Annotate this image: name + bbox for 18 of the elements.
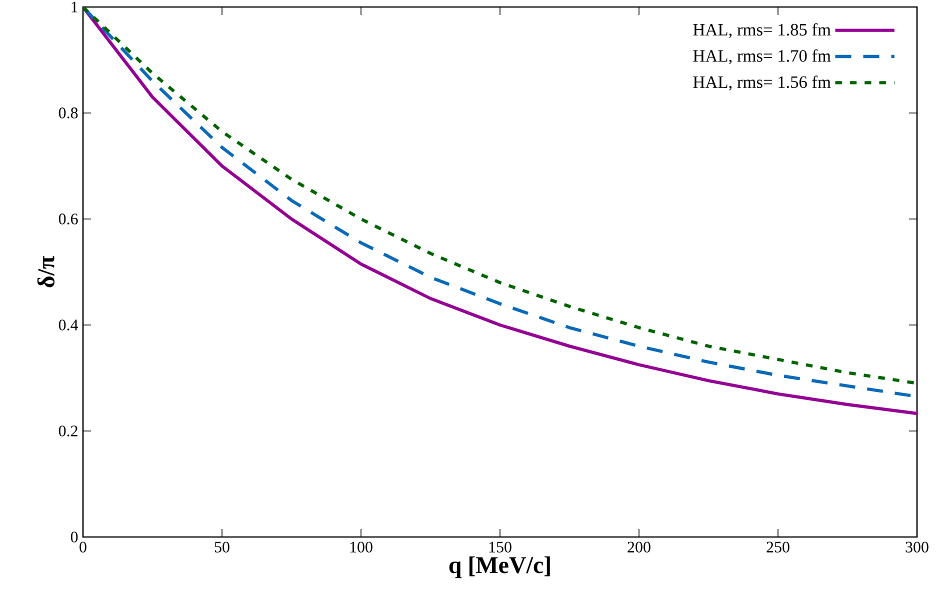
y-tick-label: 0.8 bbox=[58, 108, 78, 118]
y-tick-label: 0 bbox=[70, 532, 78, 542]
x-tick-label: 200 bbox=[628, 542, 650, 552]
x-tick-label: 100 bbox=[350, 542, 372, 552]
x-axis-title: q [MeV/c] bbox=[449, 556, 550, 578]
legend-label: HAL, rms= 1.85 fm bbox=[693, 23, 831, 38]
x-tick-label: 0 bbox=[80, 542, 86, 552]
y-axis-title: δ/π bbox=[37, 256, 54, 288]
x-tick-label: 250 bbox=[766, 542, 790, 552]
x-tick-label: 50 bbox=[214, 542, 230, 552]
y-tick-label: 0.4 bbox=[58, 320, 78, 330]
x-tick-label: 300 bbox=[906, 542, 928, 552]
legend-label: HAL, rms= 1.56 fm bbox=[693, 76, 831, 90]
y-tick-label: 0.2 bbox=[58, 426, 78, 436]
y-tick-label: 0.6 bbox=[58, 214, 78, 224]
y-tick-label: 1 bbox=[72, 2, 78, 12]
x-tick-label: 150 bbox=[489, 542, 512, 552]
legend-label: HAL, rms= 1.70 fm bbox=[693, 49, 831, 64]
